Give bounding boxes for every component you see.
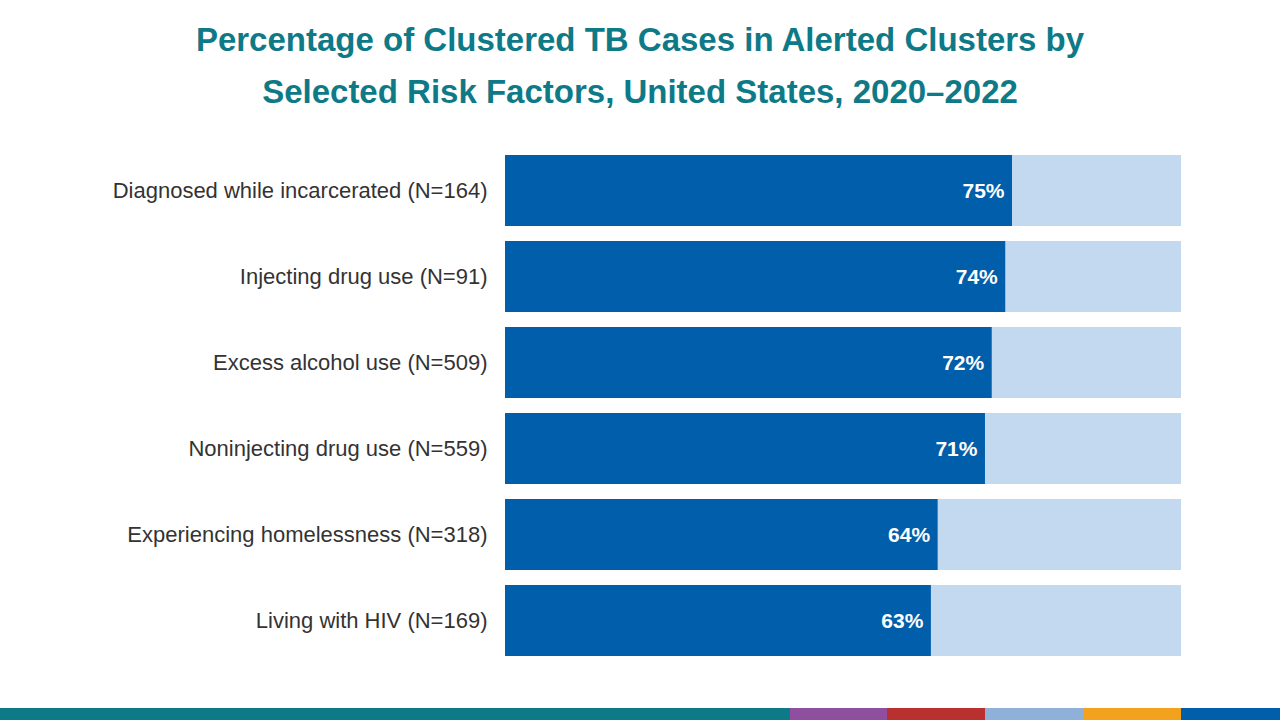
svg-text:Living with HIV (N=169): Living with HIV (N=169): [256, 608, 488, 633]
svg-text:74%: 74%: [956, 265, 998, 288]
svg-text:Excess alcohol use (N=509): Excess alcohol use (N=509): [213, 350, 488, 375]
svg-text:75%: 75%: [962, 179, 1004, 202]
svg-text:Experiencing homelessness (N=3: Experiencing homelessness (N=318): [127, 522, 487, 547]
svg-text:63%: 63%: [881, 609, 923, 632]
svg-text:Injecting drug use (N=91): Injecting drug use (N=91): [240, 264, 488, 289]
svg-text:Noninjecting drug use (N=559): Noninjecting drug use (N=559): [188, 436, 487, 461]
svg-text:72%: 72%: [942, 351, 984, 374]
html-text:Percentage of Clustered TB Cas: Percentage of Clustered TB Cases in Aler…: [195, 21, 1085, 110]
svg-text:Diagnosed while incarcerated (: Diagnosed while incarcerated (N=164): [113, 178, 488, 203]
svg-text:64%: 64%: [888, 523, 930, 546]
svg-text:71%: 71%: [935, 437, 977, 460]
